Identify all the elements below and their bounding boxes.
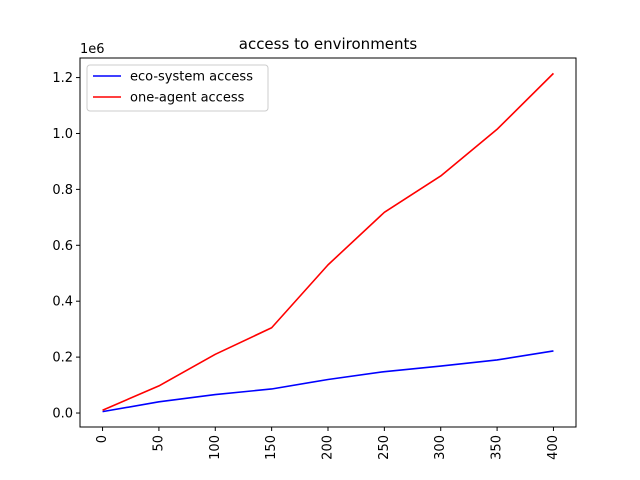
chart-title: access to environments: [239, 35, 418, 53]
x-tick-label: 100: [208, 435, 223, 460]
series-line-1: [102, 72, 555, 411]
y-tick-label: 0.2: [52, 351, 73, 366]
plot-frame: [79, 57, 577, 428]
series-line-0: [102, 350, 554, 413]
x-tick-label: 250: [377, 435, 392, 460]
legend: eco-system access one-agent access: [86, 64, 269, 112]
x-tick-label: 350: [490, 435, 505, 460]
series-lines: [102, 72, 555, 413]
legend-box: [86, 64, 269, 112]
y-tick-label: 0.0: [52, 407, 73, 422]
x-tick-label: 150: [264, 435, 279, 460]
y-tick-label: 0.8: [52, 183, 73, 198]
x-tick-label: 400: [546, 435, 561, 460]
y-tick-label: 1.2: [52, 71, 73, 86]
x-tick-label: 50: [151, 435, 166, 452]
x-tick-label: 300: [433, 435, 448, 460]
y-tick-label: 1.0: [52, 127, 73, 142]
x-tick-label: 0: [95, 435, 110, 443]
y-tick-label: 0.6: [52, 239, 73, 254]
legend-label-eco-system: eco-system access: [130, 70, 253, 85]
y-tick-label: 0.4: [52, 295, 73, 310]
x-tick-label: 200: [321, 435, 336, 460]
x-axis: 0 50 100 150 200 250 300 350 400: [95, 427, 561, 460]
y-axis: 0.0 0.2 0.4 0.6 0.8 1.0 1.2: [52, 71, 80, 422]
legend-label-one-agent: one-agent access: [130, 91, 245, 106]
y-offset-label: 1e6: [80, 42, 105, 57]
